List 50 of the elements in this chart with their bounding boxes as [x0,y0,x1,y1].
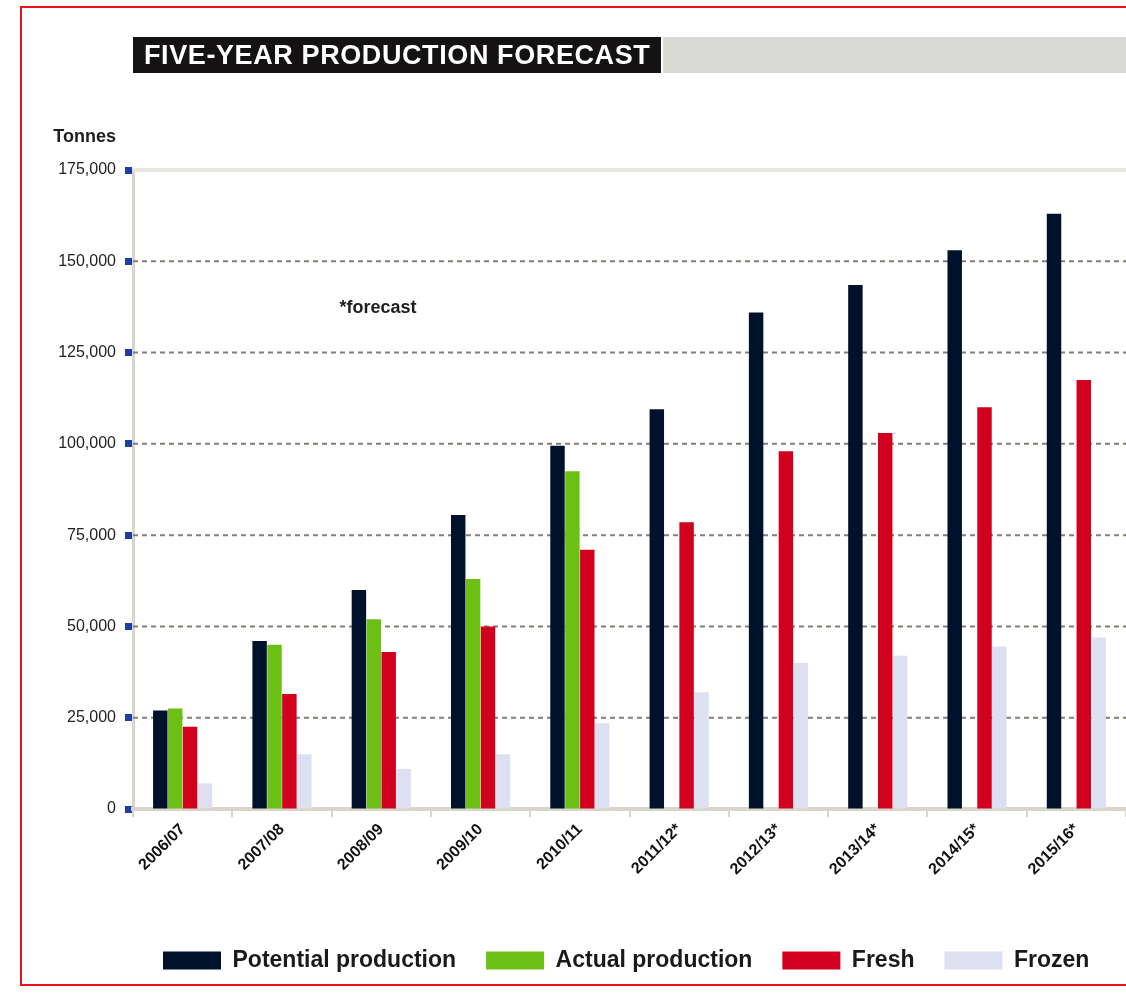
bar [465,578,481,809]
bar [1091,637,1106,809]
bar [848,285,863,809]
legend-label: Actual production [555,945,753,972]
annotation: *forecast [339,296,417,317]
legend-label: Potential production [232,945,457,972]
bar [297,754,312,809]
bar [182,726,198,809]
y-axis-title: Tonnes [53,125,116,146]
legend-label: Frozen [1014,945,1090,972]
bar [267,644,282,809]
bar [495,754,511,809]
bar [947,250,962,809]
legend-label: Fresh [851,945,915,972]
y-tick-label: 150,000 [58,251,117,269]
bar [877,432,893,809]
bar [252,641,267,809]
bar [748,312,764,809]
bar [197,783,213,809]
y-tick-label: 0 [107,799,117,817]
bar [1046,213,1062,809]
bar [793,662,809,809]
chart-title: FIVE-YEAR PRODUCTION FORECAST [133,37,662,73]
bar [153,710,168,809]
bar [778,451,794,809]
bar [396,768,411,809]
y-tick-label: 100,000 [58,434,117,452]
bar [550,445,565,809]
y-tick-label: 25,000 [67,708,117,726]
bar [167,708,183,809]
bar [992,646,1007,809]
bar [580,549,595,809]
bar [649,409,665,809]
bar [977,407,992,809]
y-tick-label: 50,000 [67,616,117,634]
bar [450,515,466,809]
bar [366,619,382,809]
bar [594,723,610,809]
bar [480,626,496,809]
y-tick-label: 75,000 [67,525,117,543]
bar [892,655,908,809]
y-tick-label: 125,000 [58,342,117,360]
bar [565,471,580,809]
bar [282,693,297,809]
bar [679,522,694,809]
bar [381,651,396,809]
bar [1076,379,1092,809]
bar [351,589,367,809]
bar [694,692,709,809]
y-tick-label: 175,000 [58,160,117,178]
